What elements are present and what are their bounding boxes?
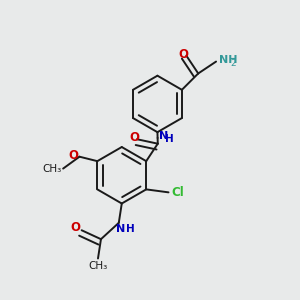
Text: H: H: [165, 134, 174, 144]
Text: NH: NH: [219, 55, 238, 65]
Text: Cl: Cl: [172, 186, 184, 199]
Text: O: O: [129, 131, 139, 144]
Text: N: N: [116, 224, 125, 234]
Text: N: N: [159, 131, 168, 141]
Text: O: O: [178, 48, 188, 61]
Text: 2: 2: [230, 59, 236, 68]
Text: O: O: [70, 221, 80, 234]
Text: CH₃: CH₃: [42, 164, 62, 174]
Text: CH₃: CH₃: [88, 262, 108, 272]
Text: H: H: [126, 224, 135, 234]
Text: O: O: [68, 149, 78, 162]
